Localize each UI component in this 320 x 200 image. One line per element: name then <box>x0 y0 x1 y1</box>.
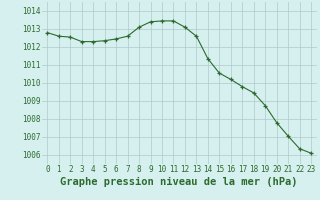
X-axis label: Graphe pression niveau de la mer (hPa): Graphe pression niveau de la mer (hPa) <box>60 177 298 187</box>
